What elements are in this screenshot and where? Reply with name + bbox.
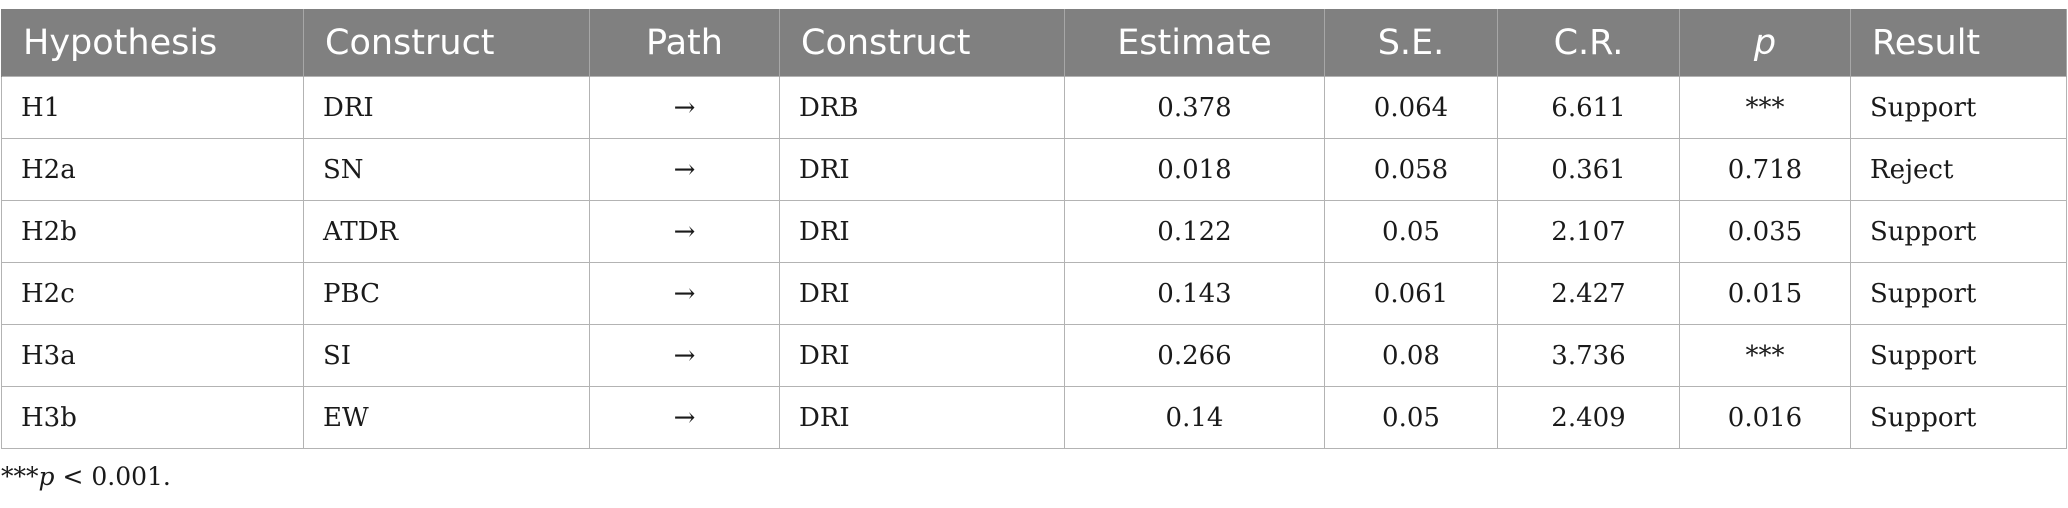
cell-construct-from: DRI bbox=[303, 76, 590, 139]
cell-hypothesis: H2a bbox=[1, 138, 304, 201]
header-result: Result bbox=[1850, 9, 2067, 77]
cell-hypothesis: H2b bbox=[1, 200, 304, 263]
header-construct-to: Construct bbox=[779, 9, 1065, 77]
table-row: H2c PBC → DRI 0.143 0.061 2.427 0.015 Su… bbox=[1, 262, 2067, 325]
cell-p: *** bbox=[1679, 324, 1851, 387]
cell-estimate: 0.266 bbox=[1064, 324, 1325, 387]
cell-p: 0.015 bbox=[1679, 262, 1851, 325]
header-path: Path bbox=[589, 9, 780, 77]
table-row: H1 DRI → DRB 0.378 0.064 6.611 *** Suppo… bbox=[1, 76, 2067, 139]
header-construct-from: Construct bbox=[303, 9, 590, 77]
cell-result: Support bbox=[1850, 200, 2067, 263]
footnote-p-symbol: p bbox=[38, 462, 55, 491]
cell-construct-from: SN bbox=[303, 138, 590, 201]
cell-path-arrow: → bbox=[589, 262, 780, 325]
cell-hypothesis: H1 bbox=[1, 76, 304, 139]
cell-result: Support bbox=[1850, 262, 2067, 325]
table-row: H2b ATDR → DRI 0.122 0.05 2.107 0.035 Su… bbox=[1, 200, 2067, 263]
cell-cr: 0.361 bbox=[1497, 138, 1680, 201]
cell-cr: 2.409 bbox=[1497, 386, 1680, 449]
cell-construct-to: DRI bbox=[779, 200, 1065, 263]
cell-hypothesis: H2c bbox=[1, 262, 304, 325]
cell-se: 0.058 bbox=[1324, 138, 1498, 201]
table-row: H2a SN → DRI 0.018 0.058 0.361 0.718 Rej… bbox=[1, 138, 2067, 201]
cell-result: Support bbox=[1850, 76, 2067, 139]
table-footnote: ***p < 0.001. bbox=[1, 462, 171, 491]
cell-construct-from: EW bbox=[303, 386, 590, 449]
cell-path-arrow: → bbox=[589, 138, 780, 201]
cell-construct-to: DRI bbox=[779, 324, 1065, 387]
cell-se: 0.05 bbox=[1324, 200, 1498, 263]
cell-construct-to: DRI bbox=[779, 138, 1065, 201]
cell-hypothesis: H3a bbox=[1, 324, 304, 387]
cell-cr: 2.107 bbox=[1497, 200, 1680, 263]
cell-hypothesis: H3b bbox=[1, 386, 304, 449]
cell-se: 0.08 bbox=[1324, 324, 1498, 387]
cell-result: Reject bbox=[1850, 138, 2067, 201]
cell-result: Support bbox=[1850, 386, 2067, 449]
cell-estimate: 0.122 bbox=[1064, 200, 1325, 263]
cell-cr: 3.736 bbox=[1497, 324, 1680, 387]
header-cr: C.R. bbox=[1497, 9, 1680, 77]
cell-se: 0.064 bbox=[1324, 76, 1498, 139]
cell-path-arrow: → bbox=[589, 76, 780, 139]
cell-p: 0.035 bbox=[1679, 200, 1851, 263]
cell-estimate: 0.14 bbox=[1064, 386, 1325, 449]
hypothesis-results-table: Hypothesis Construct Path Construct Esti… bbox=[1, 9, 2067, 449]
cell-cr: 6.611 bbox=[1497, 76, 1680, 139]
cell-p: *** bbox=[1679, 76, 1851, 139]
cell-estimate: 0.378 bbox=[1064, 76, 1325, 139]
header-p: p bbox=[1679, 9, 1851, 77]
cell-cr: 2.427 bbox=[1497, 262, 1680, 325]
cell-construct-to: DRB bbox=[779, 76, 1065, 139]
cell-construct-to: DRI bbox=[779, 262, 1065, 325]
footnote-marker: *** bbox=[1, 462, 39, 491]
cell-path-arrow: → bbox=[589, 200, 780, 263]
header-se: S.E. bbox=[1324, 9, 1498, 77]
cell-p: 0.016 bbox=[1679, 386, 1851, 449]
footnote-text: < 0.001. bbox=[54, 462, 171, 491]
header-hypothesis: Hypothesis bbox=[1, 9, 304, 77]
cell-construct-to: DRI bbox=[779, 386, 1065, 449]
cell-p: 0.718 bbox=[1679, 138, 1851, 201]
table-row: H3a SI → DRI 0.266 0.08 3.736 *** Suppor… bbox=[1, 324, 2067, 387]
table-row: H3b EW → DRI 0.14 0.05 2.409 0.016 Suppo… bbox=[1, 386, 2067, 449]
header-estimate: Estimate bbox=[1064, 9, 1325, 77]
cell-construct-from: SI bbox=[303, 324, 590, 387]
cell-path-arrow: → bbox=[589, 386, 780, 449]
cell-construct-from: ATDR bbox=[303, 200, 590, 263]
cell-construct-from: PBC bbox=[303, 262, 590, 325]
cell-estimate: 0.018 bbox=[1064, 138, 1325, 201]
cell-se: 0.061 bbox=[1324, 262, 1498, 325]
cell-path-arrow: → bbox=[589, 324, 780, 387]
cell-se: 0.05 bbox=[1324, 386, 1498, 449]
header-row: Hypothesis Construct Path Construct Esti… bbox=[1, 9, 2067, 77]
cell-result: Support bbox=[1850, 324, 2067, 387]
cell-estimate: 0.143 bbox=[1064, 262, 1325, 325]
